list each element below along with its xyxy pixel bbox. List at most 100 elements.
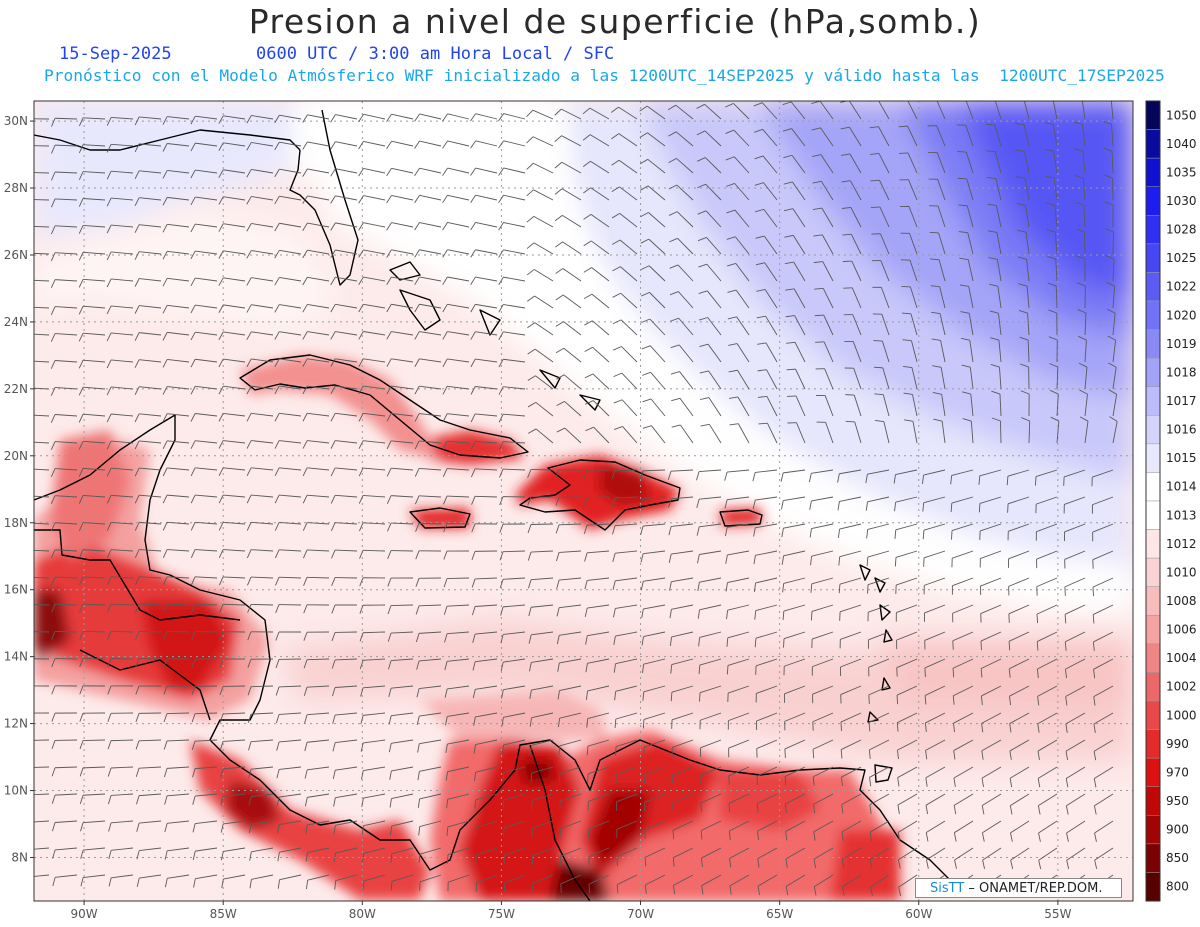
- wind-barb-shaft: [560, 874, 582, 885]
- wind-barb-flag: [218, 386, 224, 395]
- wind-barb-flag: [136, 795, 140, 805]
- wind-barb-flag: [134, 197, 140, 206]
- wind-barb-flag: [330, 304, 336, 313]
- wind-barb-flag: [414, 276, 420, 285]
- wind-barb-shaft: [55, 874, 78, 878]
- wind-barb-shaft: [587, 712, 610, 720]
- wind-barb-shaft: [503, 739, 526, 746]
- wind-barb-shaft: [824, 395, 834, 417]
- wind-barb-flag: [529, 662, 532, 672]
- wind-barb-flag: [583, 497, 588, 507]
- wind-barb-flag: [51, 685, 56, 695]
- wind-barb-flag: [246, 358, 252, 368]
- wind-barb-flag: [554, 214, 563, 222]
- wind-barb-flag: [583, 213, 592, 220]
- colorbar-swatch: [1145, 843, 1161, 873]
- wind-barb-flag: [810, 611, 813, 621]
- wind-barb-flag: [78, 252, 84, 261]
- wind-barb-flag: [728, 830, 731, 840]
- wind-barb-shaft: [1092, 604, 1114, 615]
- wind-barb-flag: [443, 523, 448, 533]
- wind-barb-flag: [358, 276, 364, 286]
- wind-barb-flag: [669, 581, 672, 591]
- wind-barb-shaft: [532, 820, 554, 829]
- wind-barb-flag: [79, 576, 84, 586]
- wind-barb-shaft: [756, 766, 778, 777]
- wind-barb-shaft: [980, 577, 1002, 587]
- wind-barb-flag: [331, 577, 336, 587]
- wind-barb-flag: [1044, 96, 1053, 97]
- wind-barb-shaft: [83, 386, 106, 390]
- wind-barb-shaft: [391, 467, 414, 471]
- wind-barb-flag: [162, 576, 168, 586]
- wind-barb-flag: [416, 716, 420, 725]
- wind-barb-flag: [359, 660, 364, 669]
- colorbar-level-label: 1016: [1166, 423, 1197, 437]
- colorbar-swatch: [1145, 815, 1161, 845]
- wind-barb-shaft: [195, 304, 218, 309]
- wind-barb-flag: [640, 581, 644, 591]
- lon-label: 60W: [905, 907, 932, 921]
- wind-barb-flag: [249, 879, 252, 889]
- wind-barb-shaft: [502, 468, 526, 471]
- wind-barb-shaft: [1036, 550, 1058, 560]
- wind-barb-shaft: [167, 793, 190, 797]
- wind-barb-shaft: [708, 397, 722, 417]
- wind-barb-shaft: [335, 141, 358, 147]
- wind-barb-shaft: [111, 386, 134, 390]
- wind-barb-flag: [585, 690, 589, 700]
- wind-barb-shaft: [250, 685, 274, 688]
- wind-barb-flag: [106, 386, 112, 396]
- wind-barb-flag: [498, 413, 504, 423]
- wind-barb-shaft: [880, 287, 890, 309]
- wind-barb-flag: [756, 289, 766, 292]
- colorbar-swatch: [1145, 243, 1161, 273]
- valid-time-info: 0600 UTC / 3:00 am Hora Local / SFC: [256, 44, 615, 64]
- wind-barb-shaft: [34, 847, 50, 850]
- wind-barb-shaft: [840, 739, 862, 750]
- wind-barb-shaft: [307, 195, 330, 201]
- wind-barb-shaft: [644, 793, 666, 803]
- wind-barb-shaft: [559, 685, 582, 691]
- wind-barb-shaft: [796, 422, 806, 444]
- wind-barb-shaft: [680, 424, 694, 444]
- wind-barb-shaft: [1037, 658, 1058, 670]
- wind-barb-flag: [358, 385, 364, 395]
- wind-barb-shaft: [839, 577, 862, 585]
- wind-barb-shaft: [620, 292, 638, 309]
- wind-barb-flag: [1049, 389, 1059, 395]
- wind-barb-flag: [1020, 363, 1029, 368]
- wind-barb-shaft: [223, 304, 246, 309]
- wind-barb-flag: [415, 523, 420, 532]
- wind-barb-shaft: [590, 187, 610, 201]
- wind-barb-shaft: [335, 249, 358, 255]
- wind-barb-shaft: [139, 820, 162, 824]
- credit-box: SisTT – ONAMET/REP.DOM.: [915, 878, 1122, 898]
- wind-barb-flag: [556, 607, 560, 617]
- wind-barb-flag: [470, 140, 476, 149]
- wind-barb-flag: [51, 740, 56, 750]
- wind-barb-flag: [527, 496, 532, 506]
- wind-barb-flag: [246, 413, 252, 422]
- wind-barb-flag: [1015, 97, 1024, 98]
- wind-barb-flag: [1106, 281, 1115, 287]
- wind-barb-flag: [1093, 778, 1097, 788]
- wind-barb-shaft: [503, 604, 526, 608]
- wind-barb-shaft: [897, 793, 918, 806]
- wind-barb-shaft: [195, 874, 218, 880]
- wind-barb-flag: [274, 223, 280, 232]
- wind-barb-shaft: [783, 469, 806, 474]
- wind-barb-flag: [502, 772, 505, 782]
- wind-barb-shaft: [852, 341, 862, 363]
- wind-barb-flag: [162, 305, 168, 314]
- wind-barb-flag: [23, 496, 27, 504]
- wind-barb-shaft: [1066, 820, 1086, 834]
- wind-barb-shaft: [167, 440, 190, 444]
- wind-barb-flag: [360, 715, 364, 725]
- wind-barb-shaft: [503, 793, 526, 801]
- wind-barb-flag: [962, 418, 972, 422]
- wind-barb-flag: [526, 189, 534, 197]
- wind-barb-shaft: [139, 576, 162, 579]
- wind-barb-shaft: [907, 152, 918, 174]
